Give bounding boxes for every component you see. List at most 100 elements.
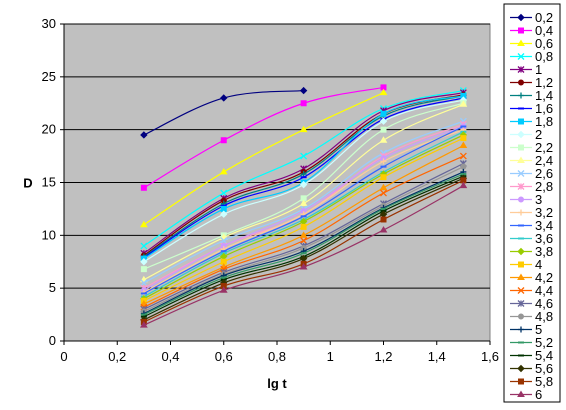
legend-marker [518, 79, 524, 86]
legend-marker [518, 118, 524, 125]
legend-marker [517, 300, 525, 307]
data-point [379, 183, 388, 191]
legend-label: 2 [535, 127, 542, 142]
legend-marker [517, 170, 525, 177]
legend-label: 1,8 [535, 114, 553, 129]
legend-label: 1,2 [535, 75, 553, 90]
data-point [380, 126, 387, 133]
series-0,8 [140, 87, 467, 250]
legend-item: 0,8 [510, 49, 553, 64]
legend-item: 2,6 [510, 166, 553, 181]
legend-label: 0,2 [535, 10, 553, 25]
x-tick-label: 1 [327, 349, 334, 364]
legend-item: 1,8 [510, 114, 553, 129]
legend-item: 0,4 [510, 23, 553, 38]
legend-label: 6 [535, 387, 542, 402]
y-tick-label: 5 [49, 280, 56, 295]
data-point [299, 199, 308, 207]
legend-label: 1,4 [535, 88, 553, 103]
legend-item: 1,2 [510, 75, 553, 90]
data-point [220, 94, 228, 102]
legend-label: 2,6 [535, 166, 553, 181]
data-point [139, 300, 148, 307]
data-point [380, 158, 387, 165]
legend-label: 5,4 [535, 348, 553, 363]
data-point [300, 100, 307, 107]
legend-item: 2,4 [510, 153, 553, 168]
data-point [299, 263, 308, 270]
legend-label: 3,2 [535, 205, 553, 220]
legend-label: 4,2 [535, 270, 553, 285]
legend-label: 4 [535, 257, 542, 272]
data-point [300, 152, 308, 160]
series-5,2 [140, 173, 467, 316]
data-point [299, 231, 308, 238]
data-point [140, 266, 147, 273]
legend-item: 3,2 [510, 205, 553, 220]
data-point [300, 237, 308, 245]
data-point [299, 180, 308, 189]
legend-item: 3,8 [510, 244, 553, 259]
data-point [379, 136, 388, 143]
legend-marker [517, 390, 525, 397]
data-point [219, 167, 228, 175]
x-tick-label: 0,4 [161, 349, 179, 364]
series-0,6 [139, 88, 388, 228]
data-point [299, 86, 308, 95]
legend-item: 5,6 [510, 361, 553, 376]
legend-item: 2 [510, 127, 542, 142]
legend-label: 5,8 [535, 374, 553, 389]
legend-label: 0,8 [535, 49, 553, 64]
series-line [143, 86, 384, 189]
legend-item: 1,6 [510, 101, 553, 116]
data-point [220, 210, 228, 218]
data-point [139, 321, 148, 328]
data-point [299, 125, 308, 133]
data-point [220, 237, 228, 245]
legend-marker [518, 209, 524, 216]
legend-label: 3,8 [535, 244, 553, 259]
data-point [300, 223, 307, 230]
legend-label: 5,2 [535, 335, 553, 350]
x-tick-label: 1,6 [481, 349, 499, 364]
x-tick-label: 0,6 [215, 349, 233, 364]
legend-label: 4,4 [535, 283, 553, 298]
legend-item: 6 [510, 387, 542, 402]
legend-marker [518, 27, 524, 34]
legend-marker [518, 261, 524, 268]
legend-label: 1 [535, 62, 542, 77]
x-tick-label: 1,4 [428, 349, 446, 364]
legend-label: 2,4 [535, 153, 553, 168]
data-point [379, 117, 388, 125]
series-0,4 [140, 84, 387, 191]
legend-label: 3,6 [535, 231, 553, 246]
legend-item: 3 [510, 192, 542, 207]
legend-item: 0,2 [510, 10, 553, 25]
legend-label: 2,8 [535, 179, 553, 194]
data-point [459, 141, 468, 149]
data-point [379, 88, 388, 96]
legend-marker [517, 364, 525, 373]
legend-marker [518, 92, 524, 99]
legend-marker [518, 144, 524, 151]
legend-item: 5 [510, 322, 542, 337]
legend-item: 1,4 [510, 88, 553, 103]
x-tick-label: 0 [60, 349, 67, 364]
legend-marker [517, 39, 525, 46]
legend-label: 1,6 [535, 101, 553, 116]
series-6 [139, 181, 468, 328]
legend-item: 4 [510, 257, 542, 272]
legend-item: 2,8 [510, 179, 553, 194]
legend-marker [517, 183, 525, 190]
legend-label: 3 [535, 192, 542, 207]
data-point [140, 279, 148, 287]
legend-marker [518, 196, 524, 203]
series-2,4 [139, 100, 468, 283]
y-axis-title: D [23, 176, 32, 191]
legend-marker [517, 13, 525, 22]
data-point [140, 131, 148, 139]
legend-item: 4,6 [510, 296, 553, 311]
legend-item: 3,6 [510, 231, 553, 246]
